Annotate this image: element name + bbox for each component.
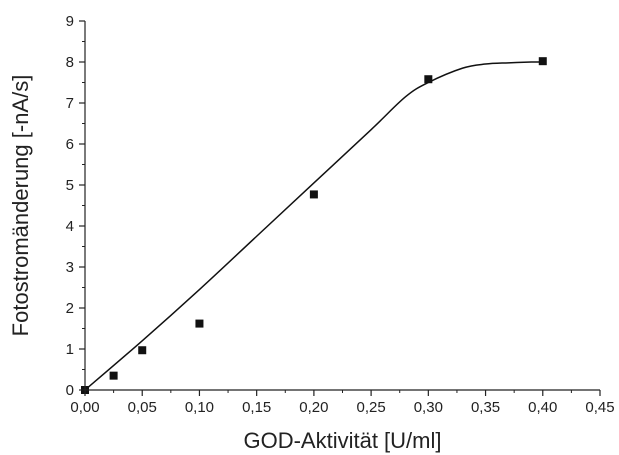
x-tick-label: 0,25 (357, 399, 386, 416)
x-tick-label: 0,20 (299, 399, 328, 416)
y-tick-label: 2 (66, 300, 74, 317)
x-axis-ticks: 0,00 0,05 0,10 0,15 0,20 0,25 0,30 0,35 0,40 0,45 (70, 390, 615, 416)
data-point-marker (195, 319, 204, 328)
x-tick-label: 0,30 (414, 399, 443, 416)
x-tick-label: 0,45 (585, 399, 614, 416)
y-tick-label: 3 (66, 259, 74, 276)
y-tick-label: 8 (66, 54, 74, 71)
y-tick-label: 7 (66, 95, 74, 112)
data-point-marker (109, 371, 118, 380)
data-markers (81, 57, 547, 394)
data-point-marker (538, 57, 547, 66)
x-tick-label: 0,05 (128, 399, 157, 416)
x-tick-label: 0,00 (70, 399, 99, 416)
plot-area (81, 57, 547, 394)
y-tick-label: 4 (66, 218, 74, 235)
y-tick-label: 6 (66, 136, 74, 153)
y-tick-label: 1 (66, 341, 74, 358)
x-tick-label: 0,15 (242, 399, 271, 416)
x-tick-label: 0,40 (528, 399, 557, 416)
data-point-marker (424, 75, 433, 84)
x-tick-label: 0,35 (471, 399, 500, 416)
y-tick-label: 5 (66, 177, 74, 194)
x-axis-title: GOD-Aktivität [U/ml] (243, 428, 441, 453)
y-axis-title: Fotostromänderung [-nA/s] (8, 75, 33, 337)
fit-line (84, 61, 543, 391)
y-tick-label: 9 (66, 13, 74, 30)
y-tick-label: 0 (66, 382, 74, 399)
data-point-marker (138, 346, 147, 355)
y-axis-ticks: 0 1 2 3 4 5 6 7 8 9 (66, 13, 85, 399)
data-point-marker (309, 190, 318, 199)
x-tick-label: 0,10 (185, 399, 214, 416)
